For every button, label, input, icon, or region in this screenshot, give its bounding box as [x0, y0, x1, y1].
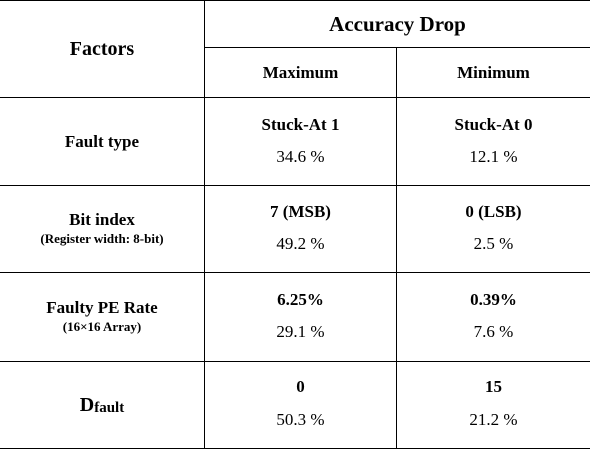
table-cell-min: 15 21.2 % — [397, 362, 590, 448]
factor-label-bit-index: Bit index (Register width: 8-bit) — [0, 186, 204, 272]
min-setting: 15 — [485, 377, 502, 396]
table-rule-row2-bottom — [0, 272, 590, 273]
max-value: 34.6 % — [276, 147, 325, 166]
table-col-divider-1 — [204, 0, 205, 449]
min-value: 21.2 % — [469, 410, 518, 429]
table-rule-header-split — [204, 47, 590, 48]
max-setting: 6.25% — [277, 290, 324, 309]
table-cell-max: 0 50.3 % — [205, 362, 396, 448]
max-value: 49.2 % — [276, 234, 325, 253]
factor-name: Faulty PE Rate — [46, 298, 158, 317]
factor-note: (16×16 Array) — [62, 319, 142, 334]
max-value: 50.3 % — [276, 410, 325, 429]
factor-note: (Register width: 8-bit) — [40, 231, 164, 246]
factor-label-faulty-pe-rate: Faulty PE Rate (16×16 Array) — [0, 273, 204, 361]
factor-label-fault-type: Fault type — [64, 131, 140, 151]
max-setting: 7 (MSB) — [270, 202, 331, 221]
dfault-subscript: fault — [94, 399, 125, 416]
min-value: 2.5 % — [473, 234, 514, 253]
table-cell-max: Stuck-At 1 34.6 % — [205, 98, 396, 185]
table-cell-min: Stuck-At 0 12.1 % — [397, 98, 590, 185]
table-rule-header-bottom — [0, 97, 590, 98]
table-cell-min: 0.39% 7.6 % — [397, 273, 590, 361]
min-setting: 0 (LSB) — [465, 202, 522, 221]
max-value: 29.1 % — [276, 322, 325, 341]
min-value: 7.6 % — [473, 322, 514, 341]
min-setting: Stuck-At 0 — [454, 115, 533, 134]
header-minimum: Minimum — [457, 62, 530, 82]
table-cell-min: 0 (LSB) 2.5 % — [397, 186, 590, 272]
min-setting: 0.39% — [470, 290, 517, 309]
header-maximum: Maximum — [262, 62, 339, 82]
dfault-main: D — [79, 393, 95, 416]
table-rule-row1-bottom — [0, 185, 590, 186]
header-factors: Factors — [69, 37, 135, 60]
table-cell-max: 7 (MSB) 49.2 % — [205, 186, 396, 272]
max-setting: 0 — [296, 377, 305, 396]
min-value: 12.1 % — [469, 147, 518, 166]
header-accuracy-drop: Accuracy Drop — [329, 11, 466, 36]
factor-name: Bit index — [69, 210, 135, 229]
table-rule-row3-bottom — [0, 361, 590, 362]
max-setting: Stuck-At 1 — [261, 115, 340, 134]
table-col-divider-2 — [396, 47, 397, 449]
table-rule-top — [0, 0, 590, 1]
table-cell-max: 6.25% 29.1 % — [205, 273, 396, 361]
